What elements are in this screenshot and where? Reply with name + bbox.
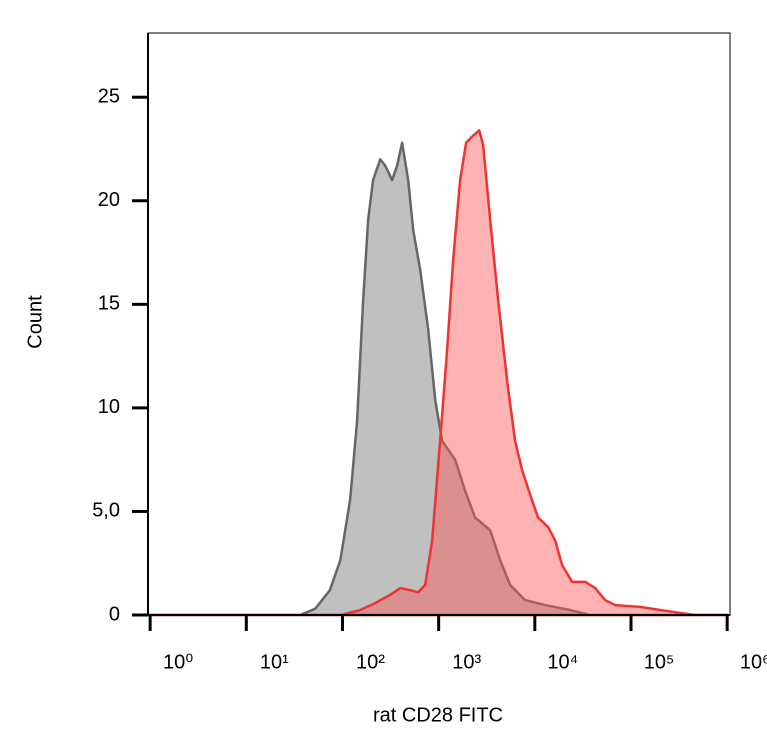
histogram-area: [148, 129, 729, 617]
histogram-area: [148, 141, 729, 617]
x-tick-label: 10⁶: [740, 651, 767, 673]
y-tick-label: 25: [98, 85, 120, 107]
y-tick-label: 20: [98, 189, 120, 211]
y-tick-label: 0: [109, 603, 120, 625]
x-tick-label: 10¹: [260, 651, 289, 673]
x-tick-label: 10³: [452, 651, 481, 673]
x-tick-label: 10²: [356, 651, 385, 673]
x-axis-title: rat CD28 FITC: [373, 704, 503, 726]
x-tick-label: 10⁰: [163, 651, 193, 673]
x-tick-label: 10⁴: [547, 651, 578, 673]
y-axis-title: Count: [24, 295, 46, 349]
x-tick-label: 10⁵: [644, 651, 675, 673]
y-tick-label: 5,0: [92, 500, 120, 522]
y-tick-label: 15: [98, 293, 120, 315]
y-tick-label: 10: [98, 396, 120, 418]
